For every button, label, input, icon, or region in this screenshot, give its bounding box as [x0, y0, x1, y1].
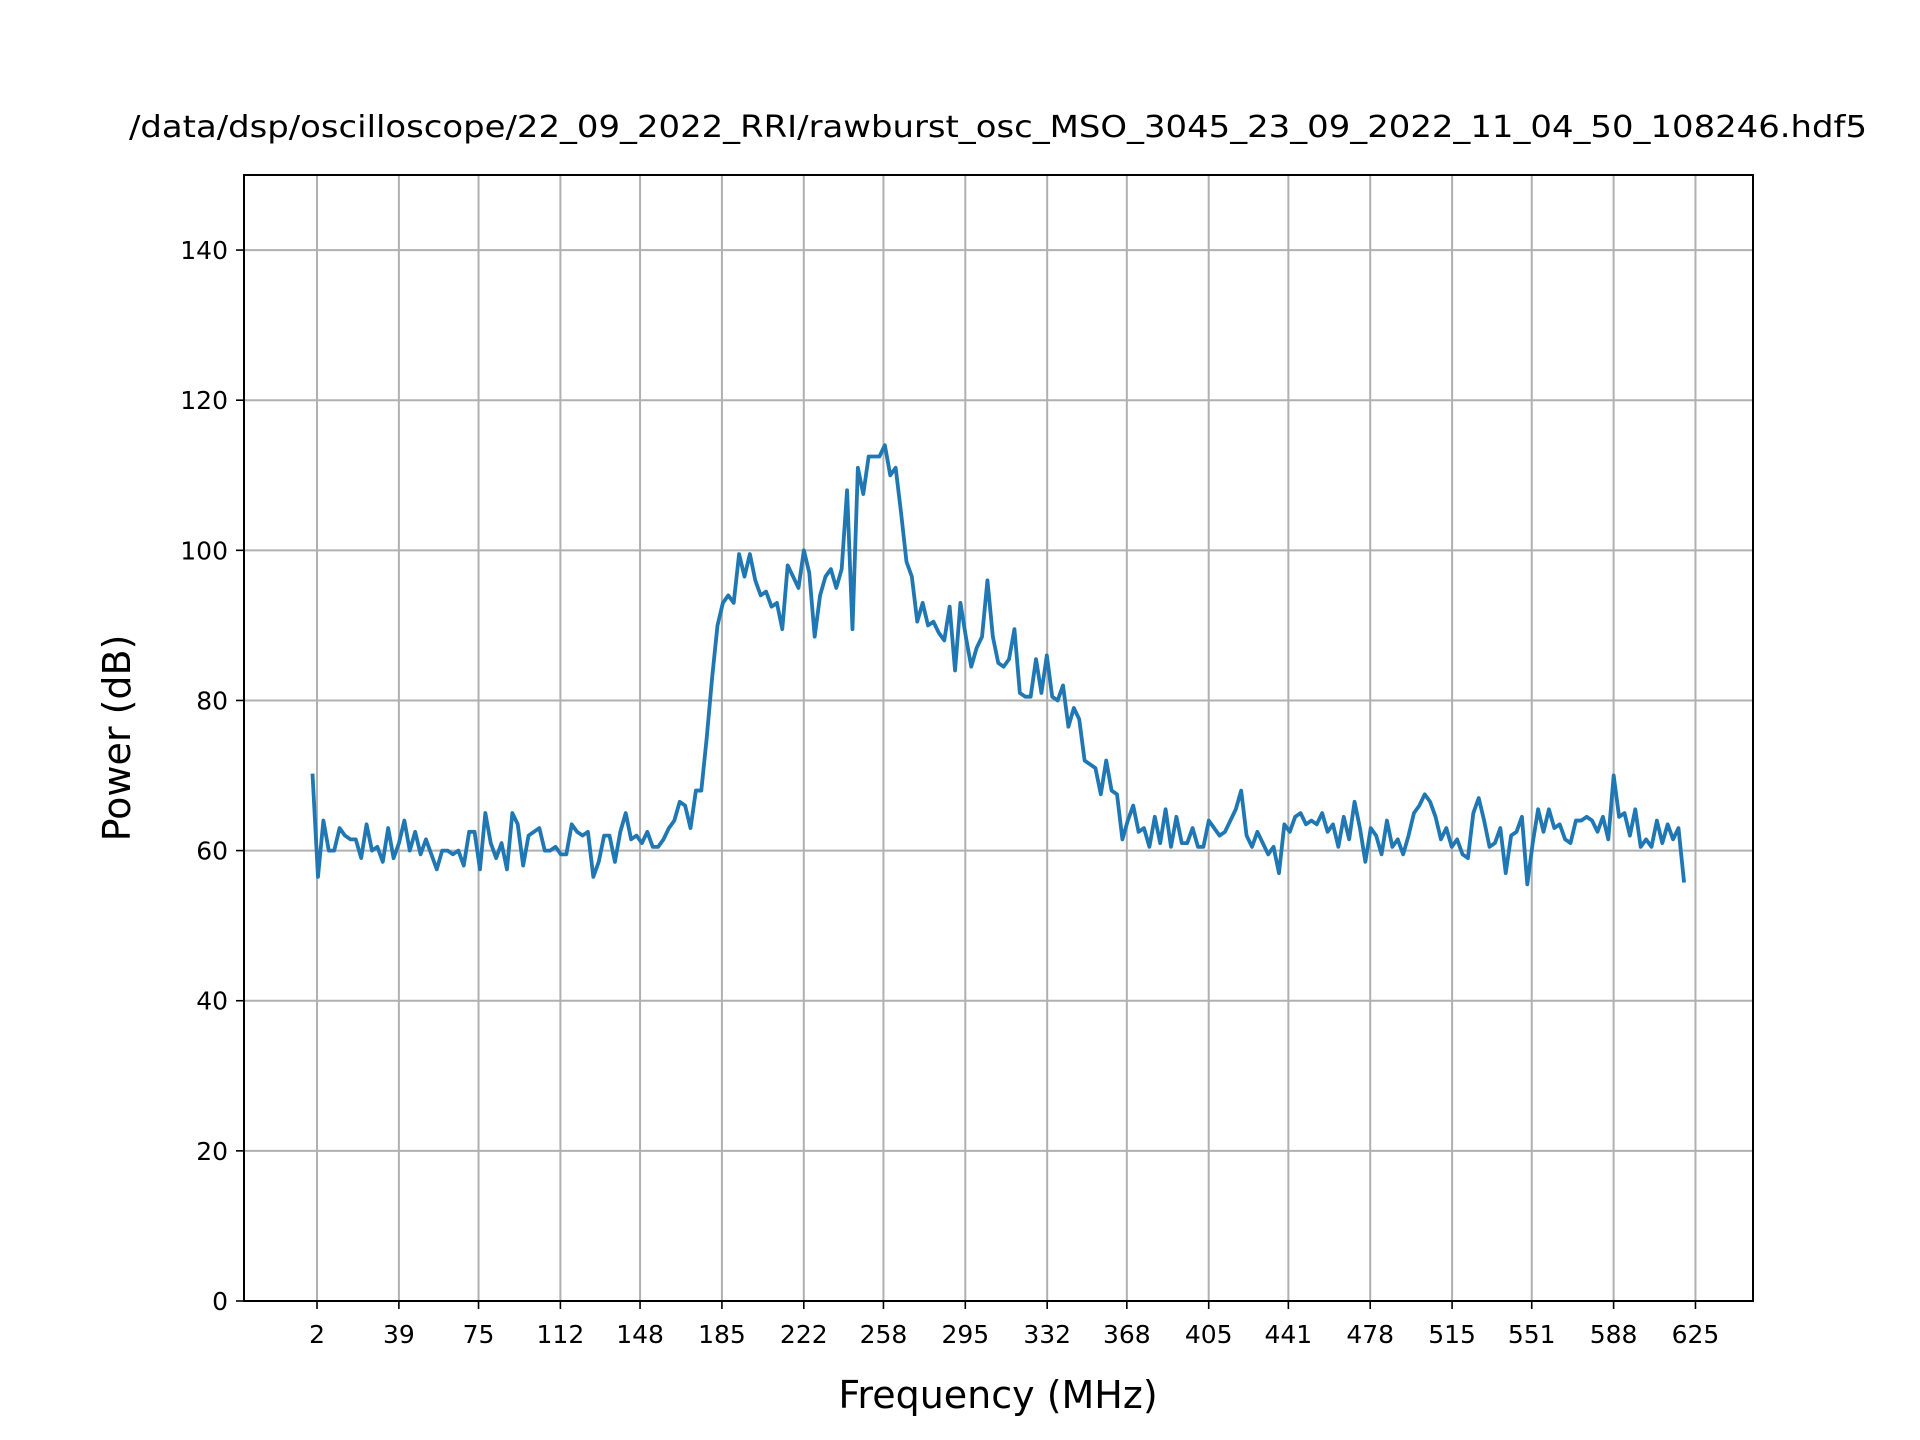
- x-tick-label: 625: [1672, 1320, 1720, 1349]
- y-tick-label: 80: [196, 686, 228, 715]
- x-tick-label: 368: [1103, 1320, 1151, 1349]
- x-tick-label: 148: [616, 1320, 664, 1349]
- x-tick-label: 295: [941, 1320, 989, 1349]
- x-tick-label: 405: [1185, 1320, 1233, 1349]
- x-tick-label: 588: [1590, 1320, 1638, 1349]
- x-axis-label: Frequency (MHz): [838, 1373, 1157, 1417]
- y-axis-label: Power (dB): [95, 635, 139, 842]
- x-tick-label: 515: [1428, 1320, 1476, 1349]
- plot-frame: [243, 174, 1754, 1302]
- y-tick-label: 60: [196, 837, 228, 866]
- y-tick-label: 0: [212, 1287, 228, 1316]
- chart-title: /data/dsp/oscilloscope/22_09_2022_RRI/ra…: [129, 110, 1867, 145]
- x-tick-label: 441: [1264, 1320, 1312, 1349]
- x-tick-label: 75: [463, 1320, 495, 1349]
- x-tick-label: 478: [1346, 1320, 1394, 1349]
- x-tick-label: 185: [698, 1320, 746, 1349]
- x-tick-label: 2: [309, 1320, 325, 1349]
- x-tick-label: 551: [1508, 1320, 1556, 1349]
- y-tick-label: 140: [180, 236, 228, 265]
- y-tick-label: 20: [196, 1137, 228, 1166]
- data-line: [310, 443, 1686, 887]
- x-tick-label: 112: [537, 1320, 585, 1349]
- x-tick-label: 222: [780, 1320, 828, 1349]
- y-tick-label: 40: [196, 987, 228, 1016]
- y-tick-label: 120: [180, 386, 228, 415]
- x-tick-label: 332: [1023, 1320, 1071, 1349]
- y-tick-label: 100: [180, 536, 228, 565]
- x-tick-label: 258: [860, 1320, 908, 1349]
- x-tick-label: 39: [383, 1320, 415, 1349]
